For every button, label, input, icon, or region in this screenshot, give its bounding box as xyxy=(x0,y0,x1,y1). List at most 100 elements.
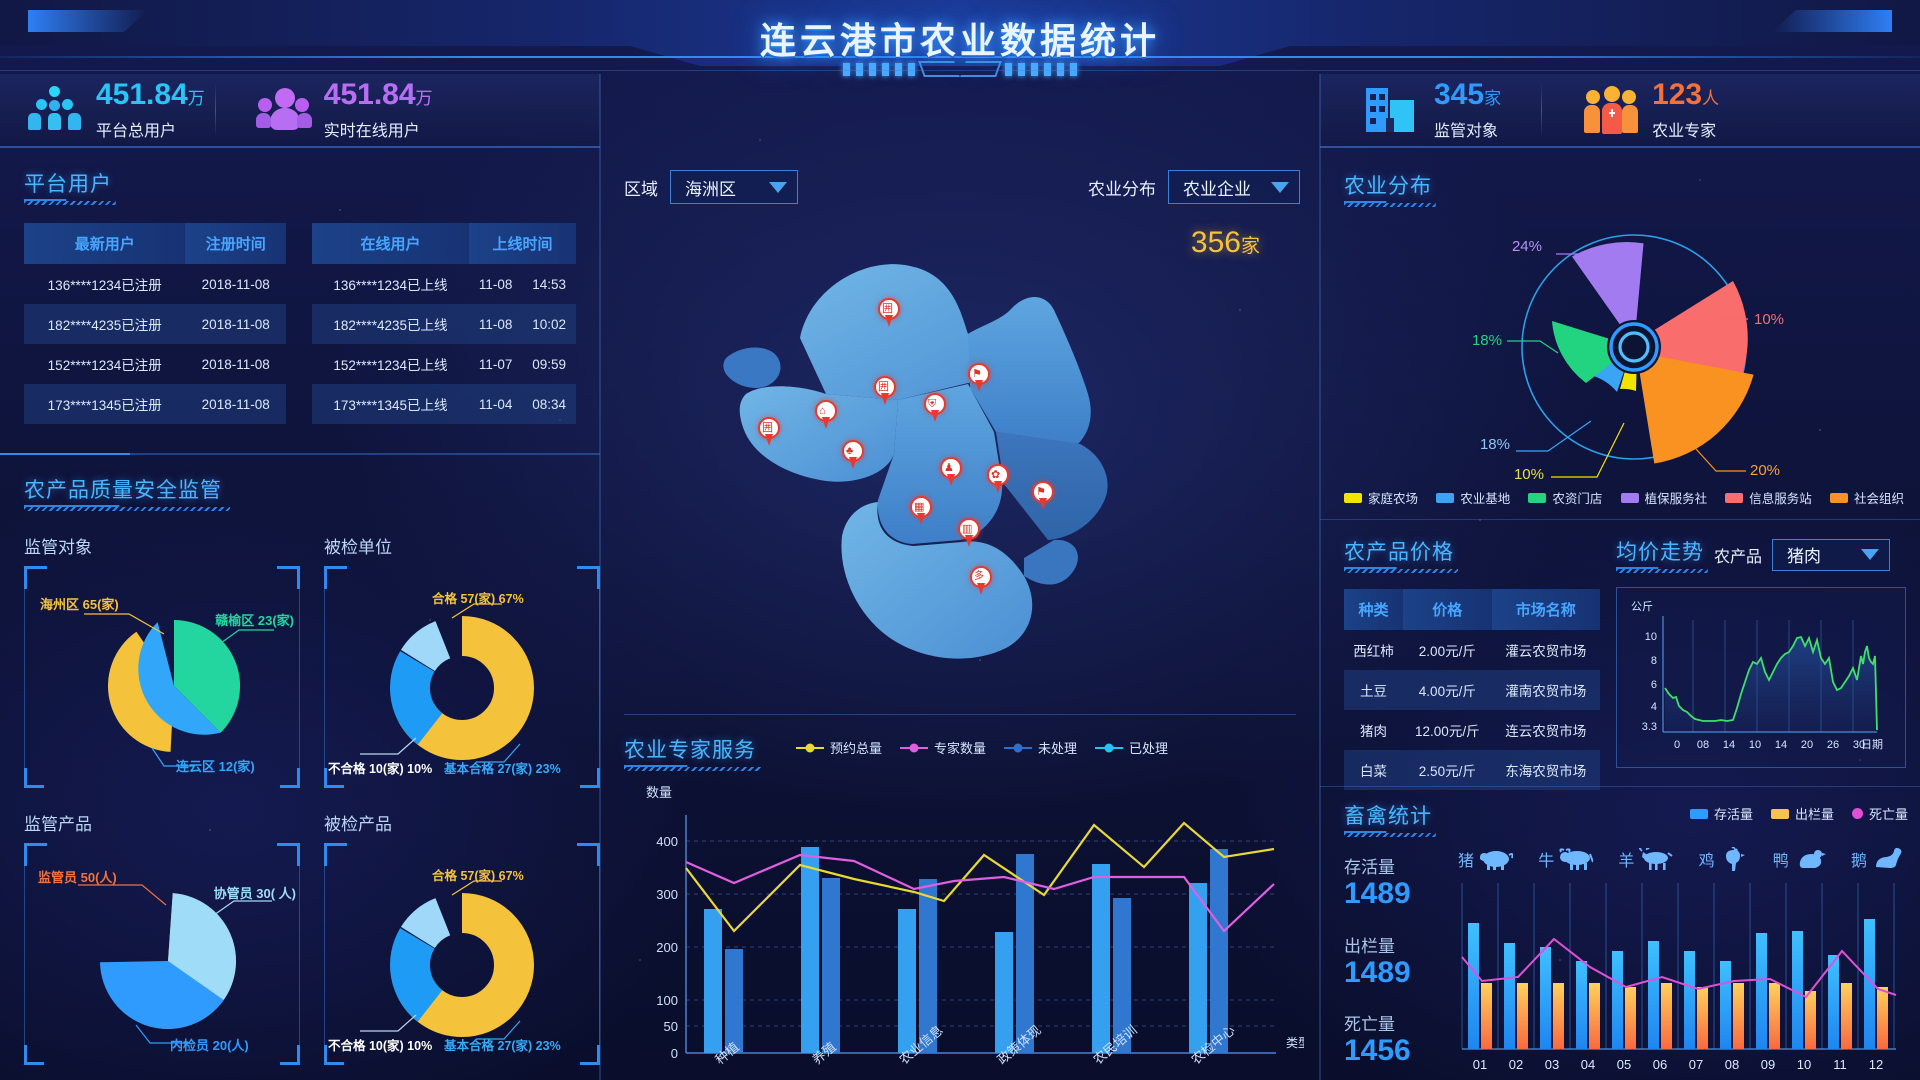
map-pin[interactable]: ⚑ xyxy=(968,363,990,393)
legend-item-info-station[interactable]: 信息服务站 xyxy=(1725,488,1812,507)
kpi-total-users: 451.84万 平台总用户 xyxy=(0,79,215,141)
table-row[interactable]: 173****1345已上线 11-04 08:34 xyxy=(312,384,576,424)
svg-text:200: 200 xyxy=(656,940,678,955)
table-row[interactable]: 猪肉 12.00元/斤 连云农贸市场 xyxy=(1344,710,1600,750)
map-pin[interactable]: ⌂ xyxy=(815,400,837,430)
table-row[interactable]: 西红柿 2.00元/斤 灌云农贸市场 xyxy=(1344,630,1600,670)
col-online-user: 在线用户 xyxy=(312,223,469,264)
map-pin[interactable]: 囲 xyxy=(878,298,900,328)
kpi-supervised-label: 监管对象 xyxy=(1434,122,1499,140)
legend-item-alive[interactable]: 存活量 xyxy=(1689,804,1753,823)
region-dropdown[interactable]: 海洲区 xyxy=(670,170,798,204)
x-tick: 02 xyxy=(1509,1057,1523,1072)
table-row[interactable]: 182****4235已注册 2018-11-08 xyxy=(24,304,286,344)
table-row[interactable]: 182****4235已上线 11-08 10:02 xyxy=(312,304,576,344)
animal-selector-duck[interactable]: 鸭 xyxy=(1773,847,1826,871)
map-pin[interactable]: ♟ xyxy=(940,457,962,487)
x-tick: 26 xyxy=(1827,739,1839,751)
experts-icon xyxy=(1584,86,1639,134)
legend-item-slaughter[interactable]: 出栏量 xyxy=(1770,804,1834,823)
table-row[interactable]: 白菜 2.50元/斤 东海农贸市场 xyxy=(1344,750,1600,790)
animal-selector-goat[interactable]: 羊 xyxy=(1618,847,1673,871)
pig-icon xyxy=(1480,851,1514,870)
legend-label: 存活量 xyxy=(1713,807,1753,822)
legend-item-family-farm[interactable]: 家庭农场 xyxy=(1344,488,1418,507)
online-users-table: 在线用户 上线时间 136****1234已上线 11-08 14:53 182… xyxy=(312,223,576,424)
page-title: 连云港市农业数据统计 xyxy=(759,20,1160,61)
chevron-down-icon xyxy=(769,181,787,193)
livestock-stat-alive: 存活量 1489 xyxy=(1344,853,1440,910)
cell-time: 2018-11-08 xyxy=(201,276,270,292)
map-pin[interactable]: ⛨ xyxy=(924,393,946,423)
cell-user: 173****1345已注册 xyxy=(24,384,186,424)
animal-selector-goose[interactable]: 鹅 xyxy=(1851,847,1904,871)
chart-card-supervised-objects: 监管对象 海州区 65 xyxy=(24,533,300,788)
kpi-online-users-unit: 万 xyxy=(415,88,433,108)
legend-item-pending[interactable]: 未处理 xyxy=(1004,738,1077,757)
distribution-dropdown[interactable]: 农业企业 xyxy=(1168,170,1300,204)
goose-icon xyxy=(1875,847,1902,868)
map-pin[interactable]: ✿ xyxy=(987,464,1009,494)
table-row[interactable]: 152****1234已上线 11-07 09:59 xyxy=(312,344,576,384)
donut-label-unqualified: 不合格 10(家) 10% xyxy=(328,762,433,776)
legend-item-social-org[interactable]: 社会组织 xyxy=(1829,488,1904,507)
legend-label: 已处理 xyxy=(1129,741,1169,756)
col-category: 种类 xyxy=(1344,589,1404,630)
donut-label-basic: 基本合格 27(家) 23% xyxy=(444,1039,561,1053)
svg-text:4: 4 xyxy=(1651,701,1657,713)
kpi-experts-label: 农业专家 xyxy=(1652,122,1717,140)
cell-price: 4.00元/斤 xyxy=(1403,670,1492,710)
table-row[interactable]: 136****1234已上线 11-08 14:53 xyxy=(312,264,576,304)
map-pin[interactable]: 囲 xyxy=(874,376,896,406)
kpi-total-users-unit: 万 xyxy=(187,88,205,108)
chart-subtitle: 监管产品 xyxy=(24,815,92,834)
title-decoration xyxy=(810,58,1110,80)
table-row[interactable]: 136****1234已注册 2018-11-08 xyxy=(24,264,286,304)
expert-service-legend: 预约总量 专家数量 未处理 已处理 xyxy=(796,738,1168,757)
col-online-time: 上线时间 xyxy=(468,223,576,264)
map-pin[interactable]: ▥ xyxy=(958,518,980,548)
map-pin[interactable]: ⚑ xyxy=(1032,481,1054,511)
map-pin[interactable]: ♣ xyxy=(842,440,864,470)
legend-item-processed[interactable]: 已处理 xyxy=(1095,738,1168,757)
chart-subtitle: 被检单位 xyxy=(324,538,392,557)
left-column: 451.84万 平台总用户 451.84万 xyxy=(0,74,600,1080)
map-pin[interactable]: ▦ xyxy=(910,496,932,526)
legend-item-supply-store[interactable]: 农资门店 xyxy=(1528,488,1602,507)
legend-item-death[interactable]: 死亡量 xyxy=(1851,804,1908,823)
map-pin[interactable]: 囲 xyxy=(758,417,780,447)
product-price-title: 农产品价格 xyxy=(1344,536,1459,573)
chart-frame: 监管员 50(人) 协管员 30( 人) 内检员 20(人) xyxy=(24,843,300,1065)
table-row[interactable]: 152****1234已注册 2018-11-08 xyxy=(24,344,286,384)
kpi-supervised-value: 345 xyxy=(1434,77,1485,111)
region-label: 区域 xyxy=(624,179,658,199)
animal-selector-pig[interactable]: 猪 xyxy=(1458,847,1514,871)
table-row[interactable]: 173****1345已注册 2018-11-08 xyxy=(24,384,286,424)
x-tick: 06 xyxy=(1653,1057,1667,1072)
x-tick: 11 xyxy=(1833,1057,1847,1072)
legend-item-booking[interactable]: 预约总量 xyxy=(796,738,882,757)
kpi-total-users-label: 平台总用户 xyxy=(96,122,177,140)
legend-label: 社会组织 xyxy=(1853,492,1904,506)
chart-subtitle: 监管对象 xyxy=(24,538,92,557)
legend-item-plant-protection[interactable]: 植保服务社 xyxy=(1620,488,1707,507)
kpi-experts-value: 123 xyxy=(1652,77,1703,111)
cell-user: 136****1234已上线 xyxy=(333,278,448,293)
table-row[interactable]: 土豆 4.00元/斤 灌南农贸市场 xyxy=(1344,670,1600,710)
animal-selector-chicken[interactable]: 鸡 xyxy=(1699,847,1748,871)
animal-label: 鹅 xyxy=(1850,853,1867,870)
map-pin[interactable]: 多 xyxy=(970,566,992,596)
cell-clock: 14:53 xyxy=(532,276,567,292)
svg-text:50: 50 xyxy=(664,1019,678,1034)
stat-label: 死亡量 xyxy=(1344,1015,1395,1034)
right-column: 345家 监管对象 1 xyxy=(1320,74,1920,1080)
animal-selector-cow[interactable]: 牛 xyxy=(1538,847,1594,871)
x-tick: 08 xyxy=(1725,1057,1739,1072)
legend-item-agri-base[interactable]: 农业基地 xyxy=(1436,488,1510,507)
svg-text:6: 6 xyxy=(1651,679,1657,691)
svg-text:300: 300 xyxy=(656,887,678,902)
product-dropdown[interactable]: 猪肉 xyxy=(1772,538,1891,571)
cell-time: 2018-11-08 xyxy=(201,356,270,372)
legend-item-experts[interactable]: 专家数量 xyxy=(900,738,986,757)
pie-chart-supervised-products xyxy=(78,884,272,1044)
